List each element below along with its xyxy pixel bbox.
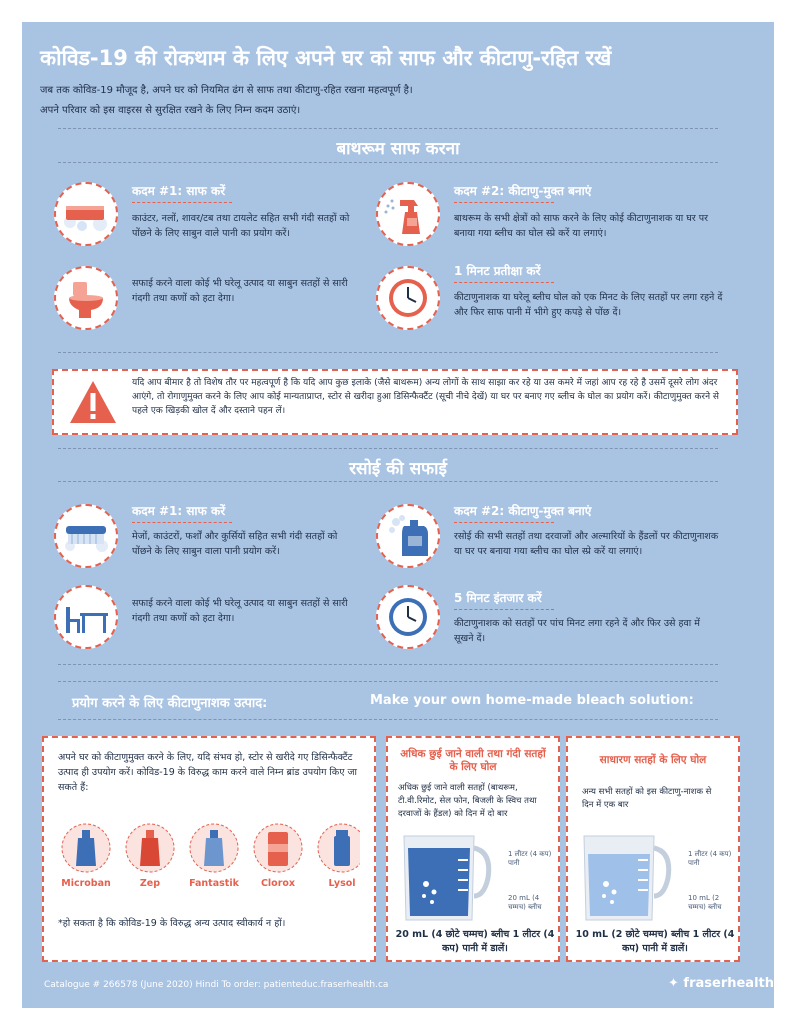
brand-icons	[61, 823, 360, 873]
general-bleach-label: 10 mL (2 चम्मच) ब्लीच	[688, 894, 722, 911]
warning-text: यदि आप बीमार है तो विशेष तौर पर महत्वपूर…	[132, 378, 720, 416]
divider	[58, 162, 718, 163]
clorox-canister-icon	[253, 823, 303, 873]
bathroom-step1-head: कदम #1: साफ करें	[132, 182, 232, 203]
toilet-icon	[54, 266, 118, 330]
clock-icon	[376, 266, 440, 330]
measuring-jug-icon	[583, 835, 672, 921]
fantastik-bottle-icon	[189, 823, 239, 873]
bathroom-wait-text: कीटाणुनाशक या घरेलू ब्लीच घोल को एक मिनट…	[454, 292, 723, 318]
bathroom-wait-head: 1 मिनट प्रतीक्षा करें	[454, 262, 554, 283]
high-touch-bleach-label: 20 mL (4 चम्मच) ब्लीच	[508, 894, 542, 911]
divider	[58, 681, 718, 682]
divider	[58, 128, 718, 129]
high-touch-solution-card: अधिक छुई जाने वाली तथा गंदी सतहों के लिए…	[386, 736, 560, 962]
logo-mark-icon: ✦	[668, 976, 684, 991]
divider	[58, 481, 718, 482]
warning-box: यदि आप बीमार है तो विशेष तौर पर महत्वपूर…	[52, 369, 738, 435]
bathroom-section-title: बाथरूम साफ करना	[336, 139, 460, 159]
high-touch-text: अधिक छुई जाने वाली सतहों (बाथरूम, टी.वी.…	[398, 783, 537, 819]
bathroom-step2-head: कदम #2: कीटाणु-मुक्त बनाएं	[454, 182, 591, 203]
divider	[58, 664, 718, 665]
products-card: अपने घर को कीटाणुमुक्त करने के लिए, यदि …	[42, 736, 376, 962]
brand-microban: Microban	[61, 878, 111, 889]
warning-triangle-icon	[70, 381, 116, 423]
bathroom-step2-text: बाथरूम के सभी क्षेत्रों को साफ करने के ल…	[454, 213, 709, 239]
microban-bottle-icon	[61, 823, 111, 873]
bathroom-tip-text: सफाई करने वाला कोई भी घरेलू उत्पाद या सा…	[132, 278, 348, 304]
products-note: *हो सकता है कि कोविड-19 के विरुद्ध अन्य …	[58, 918, 286, 929]
kitchen-wait-text: कीटाणुनाशक को सतहों पर पांच मिनट लगा रहन…	[454, 618, 700, 644]
kitchen-wait-head: 5 मिनट इंतजार करें	[454, 589, 554, 610]
products-text: अपने घर को कीटाणुमुक्त करने के लिए, यदि …	[58, 752, 357, 793]
general-title: साधारण सतहों के लिए घोल	[599, 754, 707, 766]
page-title: कोविड-19 की रोकथाम के लिए अपने घर को साफ…	[40, 46, 612, 70]
scrub-brush-icon	[54, 504, 118, 568]
kitchen-tip-text: सफाई करने वाला कोई भी घरेलू उत्पाद या सा…	[132, 598, 348, 624]
general-solution-card: साधारण सतहों के लिए घोल अन्य सभी सतहों क…	[566, 736, 740, 962]
high-touch-instruction: 20 mL (4 छोटे चम्मच) ब्लीच 1 लीटर (4 कप)…	[395, 929, 555, 954]
kitchen-step1-text: मेजों, काउंटरों, फर्शों और कुर्सियों सहि…	[132, 531, 338, 557]
kitchen-step2-head: कदम #2: कीटाणु-मुक्त बनाएं	[454, 502, 591, 523]
brand-fantastik: Fantastik	[189, 878, 239, 889]
kitchen-step2-text: रसोई की सभी सतहों तथा दरवाजों और अल्मारि…	[454, 531, 719, 557]
bleach-jug-icon	[376, 504, 440, 568]
divider	[58, 448, 718, 449]
clock-icon	[376, 585, 440, 649]
soapy-sponge-icon	[54, 182, 118, 246]
fraserhealth-logo: ✦ fraserhealth	[668, 976, 774, 991]
spray-bottle-icon	[376, 182, 440, 246]
brand-zep: Zep	[139, 878, 161, 889]
general-instruction: 10 mL (2 छोटे चम्मच) ब्लीच 1 लीटर (4 कप)…	[575, 929, 735, 954]
divider	[58, 719, 718, 720]
high-touch-water-label: 1 लीटर (4 कप) पानी	[508, 850, 552, 867]
footer-catalogue: Catalogue # 266578 (June 2020) Hindi To …	[44, 980, 389, 990]
zep-bottle-icon	[125, 823, 175, 873]
intro-line-1: जब तक कोविड-19 मौजूद है, अपने घर को नियम…	[40, 85, 413, 96]
intro-line-2: अपने परिवार को इस वाइरस से सुरक्षित रखने…	[40, 105, 301, 116]
general-text: अन्य सभी सतहों को इस कीटाणु-नाशक से दिन …	[582, 787, 712, 810]
bleach-heading: Make your own home-made bleach solution:	[370, 693, 694, 708]
table-chair-icon	[54, 585, 118, 649]
products-heading: प्रयोग करने के लिए कीटाणुनाशक उत्पाद:	[72, 696, 268, 711]
kitchen-step1-head: कदम #1: साफ करें	[132, 502, 232, 523]
lysol-can-icon	[317, 823, 360, 873]
brand-clorox: Clorox	[260, 878, 296, 889]
measuring-jug-icon	[403, 835, 492, 921]
bathroom-step1-text: काउंटर, नलों, शावर/टब तथा टायलेट सहित सभ…	[132, 213, 350, 239]
brand-lysol: Lysol	[328, 878, 356, 889]
divider	[58, 352, 718, 353]
general-water-label: 1 लीटर (4 कप) पानी	[688, 850, 732, 867]
kitchen-section-title: रसोई की सफाई	[349, 459, 447, 479]
poster: कोविड-19 की रोकथाम के लिए अपने घर को साफ…	[22, 22, 774, 1008]
high-touch-title: अधिक छुई जाने वाली तथा गंदी सतहों के लिए…	[400, 748, 546, 773]
